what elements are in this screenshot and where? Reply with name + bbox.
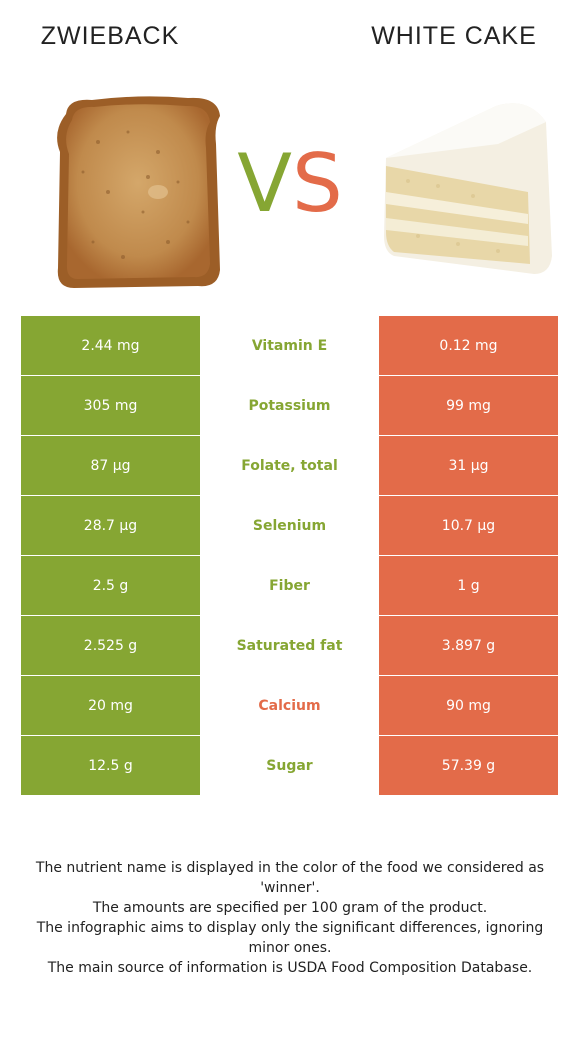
nutrient-name: Potassium <box>200 376 379 435</box>
left-value: 305 mg <box>21 376 200 435</box>
footnote-line: The infographic aims to display only the… <box>36 920 544 956</box>
vs-s-letter: S <box>291 137 343 230</box>
right-value: 3.897 g <box>379 616 558 675</box>
vs-v-letter: V <box>237 137 292 230</box>
table-row: 12.5 g Sugar 57.39 g <box>21 736 558 795</box>
left-value: 2.44 mg <box>21 316 200 375</box>
footnote-line: The amounts are specified per 100 gram o… <box>92 900 488 916</box>
white-cake-image <box>384 103 552 274</box>
table-row: 305 mg Potassium 99 mg <box>21 376 558 435</box>
table-row: 87 µg Folate, total 31 µg <box>21 436 558 495</box>
footnote: The nutrient name is displayed in the co… <box>30 858 550 978</box>
nutrient-name: Calcium <box>200 676 379 735</box>
nutrient-name: Saturated fat <box>200 616 379 675</box>
nutrient-name: Selenium <box>200 496 379 555</box>
nutrient-comparison-table: 2.44 mg Vitamin E 0.12 mg 305 mg Potassi… <box>21 316 558 796</box>
left-food-title: ZWIEBACK <box>40 22 180 50</box>
right-value: 31 µg <box>379 436 558 495</box>
footnote-line: The main source of information is USDA F… <box>47 960 533 976</box>
table-row: 2.525 g Saturated fat 3.897 g <box>21 616 558 675</box>
right-value: 90 mg <box>379 676 558 735</box>
right-value: 0.12 mg <box>379 316 558 375</box>
zwieback-image <box>57 96 220 289</box>
left-value: 2.5 g <box>21 556 200 615</box>
right-value: 99 mg <box>379 376 558 435</box>
right-value: 1 g <box>379 556 558 615</box>
table-row: 28.7 µg Selenium 10.7 µg <box>21 496 558 555</box>
nutrient-name: Fiber <box>200 556 379 615</box>
left-value: 20 mg <box>21 676 200 735</box>
table-row: 2.44 mg Vitamin E 0.12 mg <box>21 316 558 375</box>
right-value: 57.39 g <box>379 736 558 795</box>
nutrient-name: Folate, total <box>200 436 379 495</box>
vs-label: VS <box>225 138 355 230</box>
right-food-title: WHITE CAKE <box>371 22 537 50</box>
table-row: 20 mg Calcium 90 mg <box>21 676 558 735</box>
left-value: 12.5 g <box>21 736 200 795</box>
nutrient-name: Vitamin E <box>200 316 379 375</box>
left-value: 2.525 g <box>21 616 200 675</box>
left-value: 87 µg <box>21 436 200 495</box>
nutrient-name: Sugar <box>200 736 379 795</box>
footnote-line: The nutrient name is displayed in the co… <box>35 860 545 896</box>
right-value: 10.7 µg <box>379 496 558 555</box>
left-value: 28.7 µg <box>21 496 200 555</box>
table-row: 2.5 g Fiber 1 g <box>21 556 558 615</box>
